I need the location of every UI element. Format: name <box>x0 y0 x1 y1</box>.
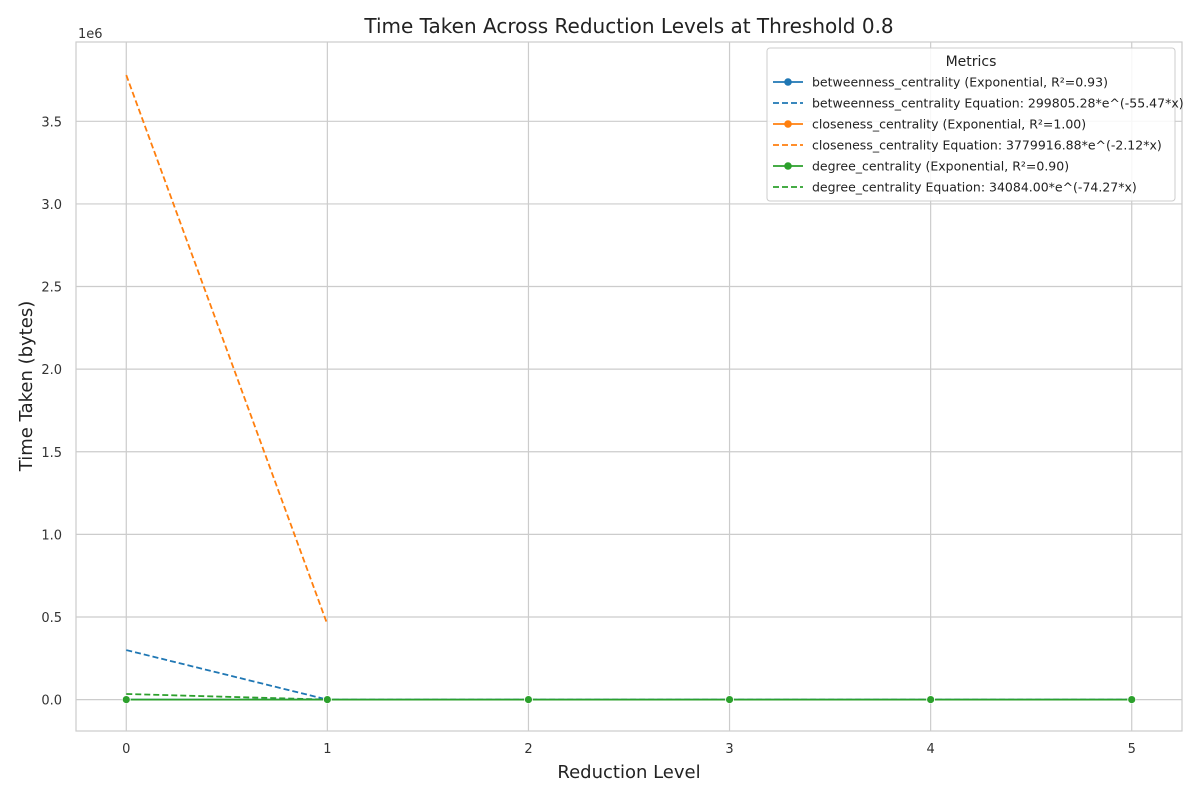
x-tick-label: 2 <box>524 742 532 757</box>
x-tick-label: 4 <box>926 742 934 757</box>
data-point <box>725 695 734 705</box>
y-tick-label: 1.0 <box>41 528 62 543</box>
legend-swatch-marker <box>784 120 792 128</box>
legend-title: Metrics <box>946 54 997 70</box>
legend-entry-label: betweenness_centrality (Exponential, R²=… <box>812 75 1108 90</box>
y-tick-labels: 0.0 0.5 1.0 1.5 2.0 2.5 3.0 3.5 <box>41 115 62 708</box>
y-tick-label: 2.5 <box>41 281 62 296</box>
legend: Metrics betweenness_centrality (Exponent… <box>766 47 1184 202</box>
legend-entry-label: degree_centrality Equation: 34084.00*e^(… <box>812 180 1137 195</box>
series-layer <box>121 74 1137 705</box>
plot-frame <box>75 41 1183 732</box>
y-offset-label: 1e6 <box>78 27 103 42</box>
legend-entry-label: closeness_centrality Equation: 3779916.8… <box>812 138 1162 153</box>
chart-title: Time Taken Across Reduction Levels at Th… <box>363 14 893 38</box>
data-point <box>121 695 131 705</box>
x-tick-label: 0 <box>122 742 130 757</box>
y-tick-label: 0.0 <box>41 694 62 709</box>
legend-swatch-marker <box>784 162 792 170</box>
legend-entry-label: betweenness_centrality Equation: 299805.… <box>812 96 1184 111</box>
data-point <box>322 695 332 705</box>
y-tick-label: 0.5 <box>41 611 62 626</box>
series-line <box>126 649 328 701</box>
x-axis-label: Reduction Level <box>557 762 700 783</box>
legend-swatch-marker <box>784 78 792 86</box>
series-line <box>125 74 329 625</box>
data-point <box>926 695 936 705</box>
data-point <box>524 695 533 705</box>
legend-entries: betweenness_centrality (Exponential, R²=… <box>773 75 1184 195</box>
y-tick-label: 3.5 <box>41 115 62 130</box>
legend-entry-label: closeness_centrality (Exponential, R²=1.… <box>812 117 1086 132</box>
x-tick-labels: 0 1 2 3 4 5 <box>122 742 1136 757</box>
x-tick-label: 1 <box>323 742 331 757</box>
x-tick-label: 5 <box>1128 742 1136 757</box>
y-axis-label: Time Taken (bytes) <box>16 301 37 472</box>
legend-entry-label: degree_centrality (Exponential, R²=0.90) <box>812 159 1069 174</box>
y-tick-label: 3.0 <box>41 198 62 213</box>
x-tick-label: 3 <box>725 742 733 757</box>
legend-box <box>766 47 1176 202</box>
grid <box>76 42 1182 731</box>
y-tick-label: 2.0 <box>41 363 62 378</box>
data-point <box>1127 695 1137 705</box>
y-tick-label: 1.5 <box>41 446 62 461</box>
